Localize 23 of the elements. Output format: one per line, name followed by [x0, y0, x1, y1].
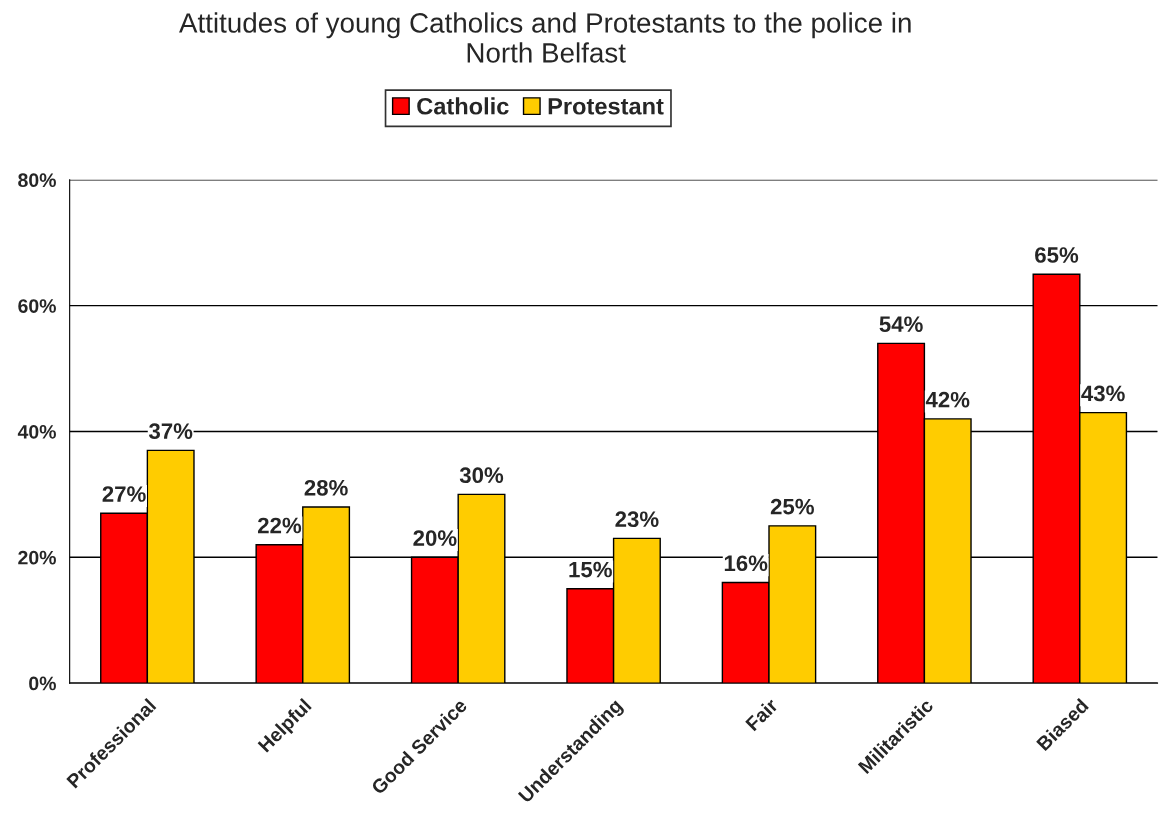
data-label: 20% — [413, 530, 457, 546]
data-label: 42% — [925, 391, 970, 408]
y-tick-label: 40% — [17, 424, 56, 439]
data-label: 37% — [148, 423, 193, 440]
data-label: 54% — [879, 316, 923, 333]
legend-label: Protestant — [548, 98, 664, 115]
data-label: 16% — [724, 555, 768, 572]
data-label: 30% — [459, 467, 504, 484]
legend-label: Catholic — [417, 97, 509, 115]
x-tick-label: Fair — [744, 697, 779, 732]
data-label: 27% — [102, 486, 146, 502]
y-tick-label: 0% — [29, 676, 56, 691]
data-label: 23% — [615, 511, 659, 528]
y-tick-label: 80% — [18, 173, 56, 188]
data-label: 65% — [1035, 247, 1079, 263]
y-tick-label: 60% — [18, 299, 56, 313]
data-label: 22% — [257, 517, 302, 534]
data-label: 43% — [1081, 385, 1125, 402]
data-label: 25% — [770, 498, 814, 515]
data-label: 28% — [304, 479, 348, 496]
data-label: 15% — [569, 561, 612, 578]
chart-title: Attitudes of young Catholics and Protestants to the police in North Belfast — [179, 12, 911, 63]
y-tick-label: 20% — [18, 550, 56, 565]
